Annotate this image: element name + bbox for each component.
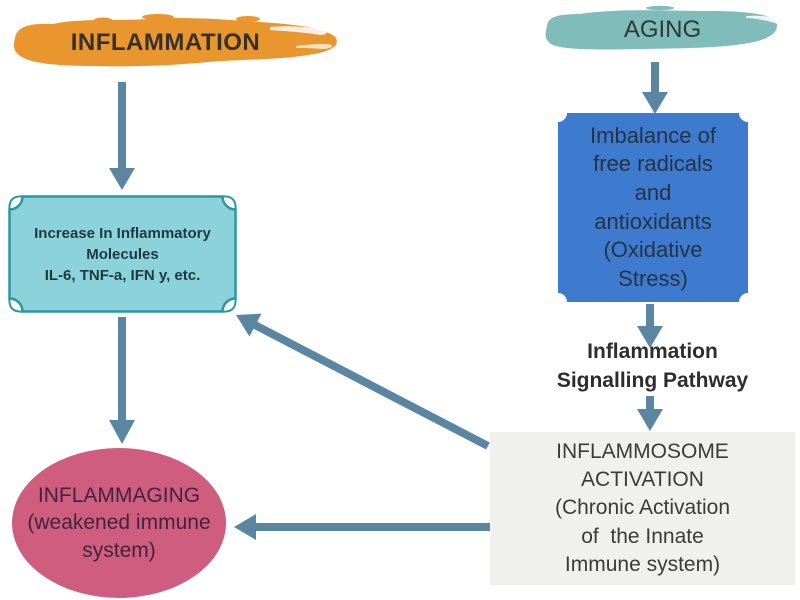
arrowhead	[234, 514, 256, 540]
aging-node: AGING	[540, 4, 785, 62]
signalling-pathway-node: Inflammation Signalling Pathway	[530, 334, 775, 398]
arrowhead	[109, 168, 135, 190]
inflammosome-activation-node: INFLAMMOSOME ACTIVATION (Chronic Activat…	[490, 432, 795, 585]
arrow-inflammosome-to-molecules	[251, 320, 490, 450]
inflammation-node: INFLAMMATION	[8, 10, 343, 80]
inflammatory-molecules-node: Increase In Inflammatory Molecules IL-6,…	[8, 195, 237, 313]
inflammation-label: INFLAMMATION	[70, 29, 261, 56]
orange-brush-stroke-shape	[13, 14, 337, 67]
arrowhead	[109, 420, 135, 444]
signalling-pathway-label: Inflammation Signalling Pathway	[556, 339, 749, 392]
inflammatory-molecules-label: Increase In Inflammatory Molecules IL-6,…	[34, 224, 211, 284]
aging-label: AGING	[623, 16, 702, 43]
teal-plaque-shape	[8, 195, 237, 313]
inflammaging-label: INFLAMMAGING (weakened immune system)	[27, 484, 211, 562]
inflammaging-node: INFLAMMAGING (weakened immune system)	[12, 448, 226, 598]
blue-plaque-shape	[558, 113, 748, 302]
arrowhead	[637, 409, 663, 431]
teal-brush-stroke-shape	[545, 5, 782, 50]
oxidative-stress-node: Imbalance of free radicals and antioxida…	[558, 113, 748, 302]
oxidative-stress-label: Imbalance of free radicals and antioxida…	[590, 122, 716, 291]
inflammosome-activation-label: INFLAMMOSOME ACTIVATION (Chronic Activat…	[554, 439, 731, 577]
arrowhead	[642, 92, 668, 114]
arrowhead	[236, 313, 262, 337]
